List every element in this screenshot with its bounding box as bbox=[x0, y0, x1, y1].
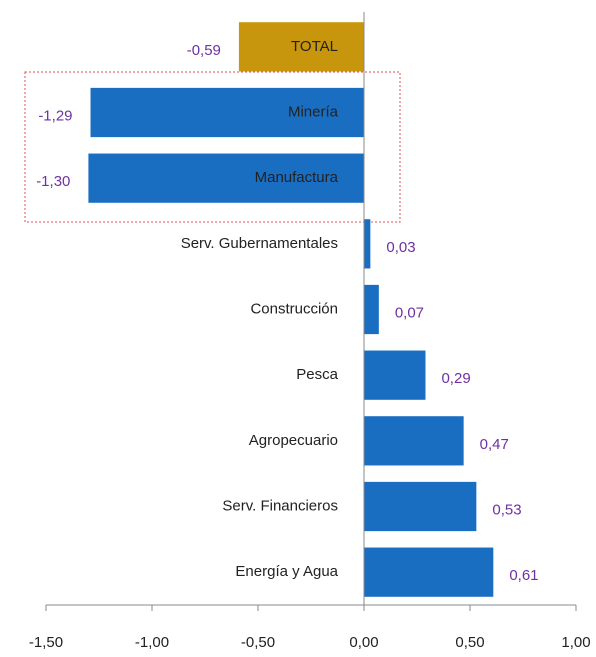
bar bbox=[88, 153, 365, 203]
bar bbox=[364, 284, 379, 335]
category-label: Minería bbox=[288, 103, 339, 120]
x-tick-label: -0,50 bbox=[241, 634, 275, 651]
x-tick-label: 1,00 bbox=[561, 634, 590, 651]
value-label: -0,59 bbox=[187, 42, 221, 59]
category-label: Pesca bbox=[296, 366, 338, 383]
x-tick-label: -1,50 bbox=[29, 634, 63, 651]
bar bbox=[364, 219, 371, 269]
value-label: 0,61 bbox=[509, 567, 538, 584]
x-tick-label: -1,00 bbox=[135, 634, 169, 651]
value-label: 0,47 bbox=[480, 436, 509, 453]
category-label: Energía y Agua bbox=[235, 563, 338, 580]
category-label: Serv. Gubernamentales bbox=[181, 235, 338, 252]
category-label: Manufactura bbox=[255, 169, 339, 186]
bar bbox=[364, 481, 477, 532]
bar bbox=[238, 22, 364, 72]
bar bbox=[364, 350, 426, 400]
value-label: -1,29 bbox=[38, 107, 72, 124]
x-tick-label: 0,00 bbox=[349, 634, 378, 651]
value-label: 0,53 bbox=[492, 501, 521, 518]
value-label: 0,29 bbox=[441, 370, 470, 387]
x-tick-label: 0,50 bbox=[455, 634, 484, 651]
highlight-box bbox=[24, 71, 401, 223]
bar bbox=[90, 87, 365, 138]
bar bbox=[364, 547, 494, 597]
category-label: Serv. Financieros bbox=[222, 497, 338, 514]
category-label: TOTAL bbox=[291, 38, 338, 55]
category-label: Construcción bbox=[250, 300, 338, 317]
value-label: -1,30 bbox=[36, 173, 70, 190]
value-label: 0,03 bbox=[386, 239, 415, 256]
bar bbox=[364, 416, 464, 466]
category-label: Agropecuario bbox=[249, 432, 338, 449]
value-label: 0,07 bbox=[395, 304, 424, 321]
